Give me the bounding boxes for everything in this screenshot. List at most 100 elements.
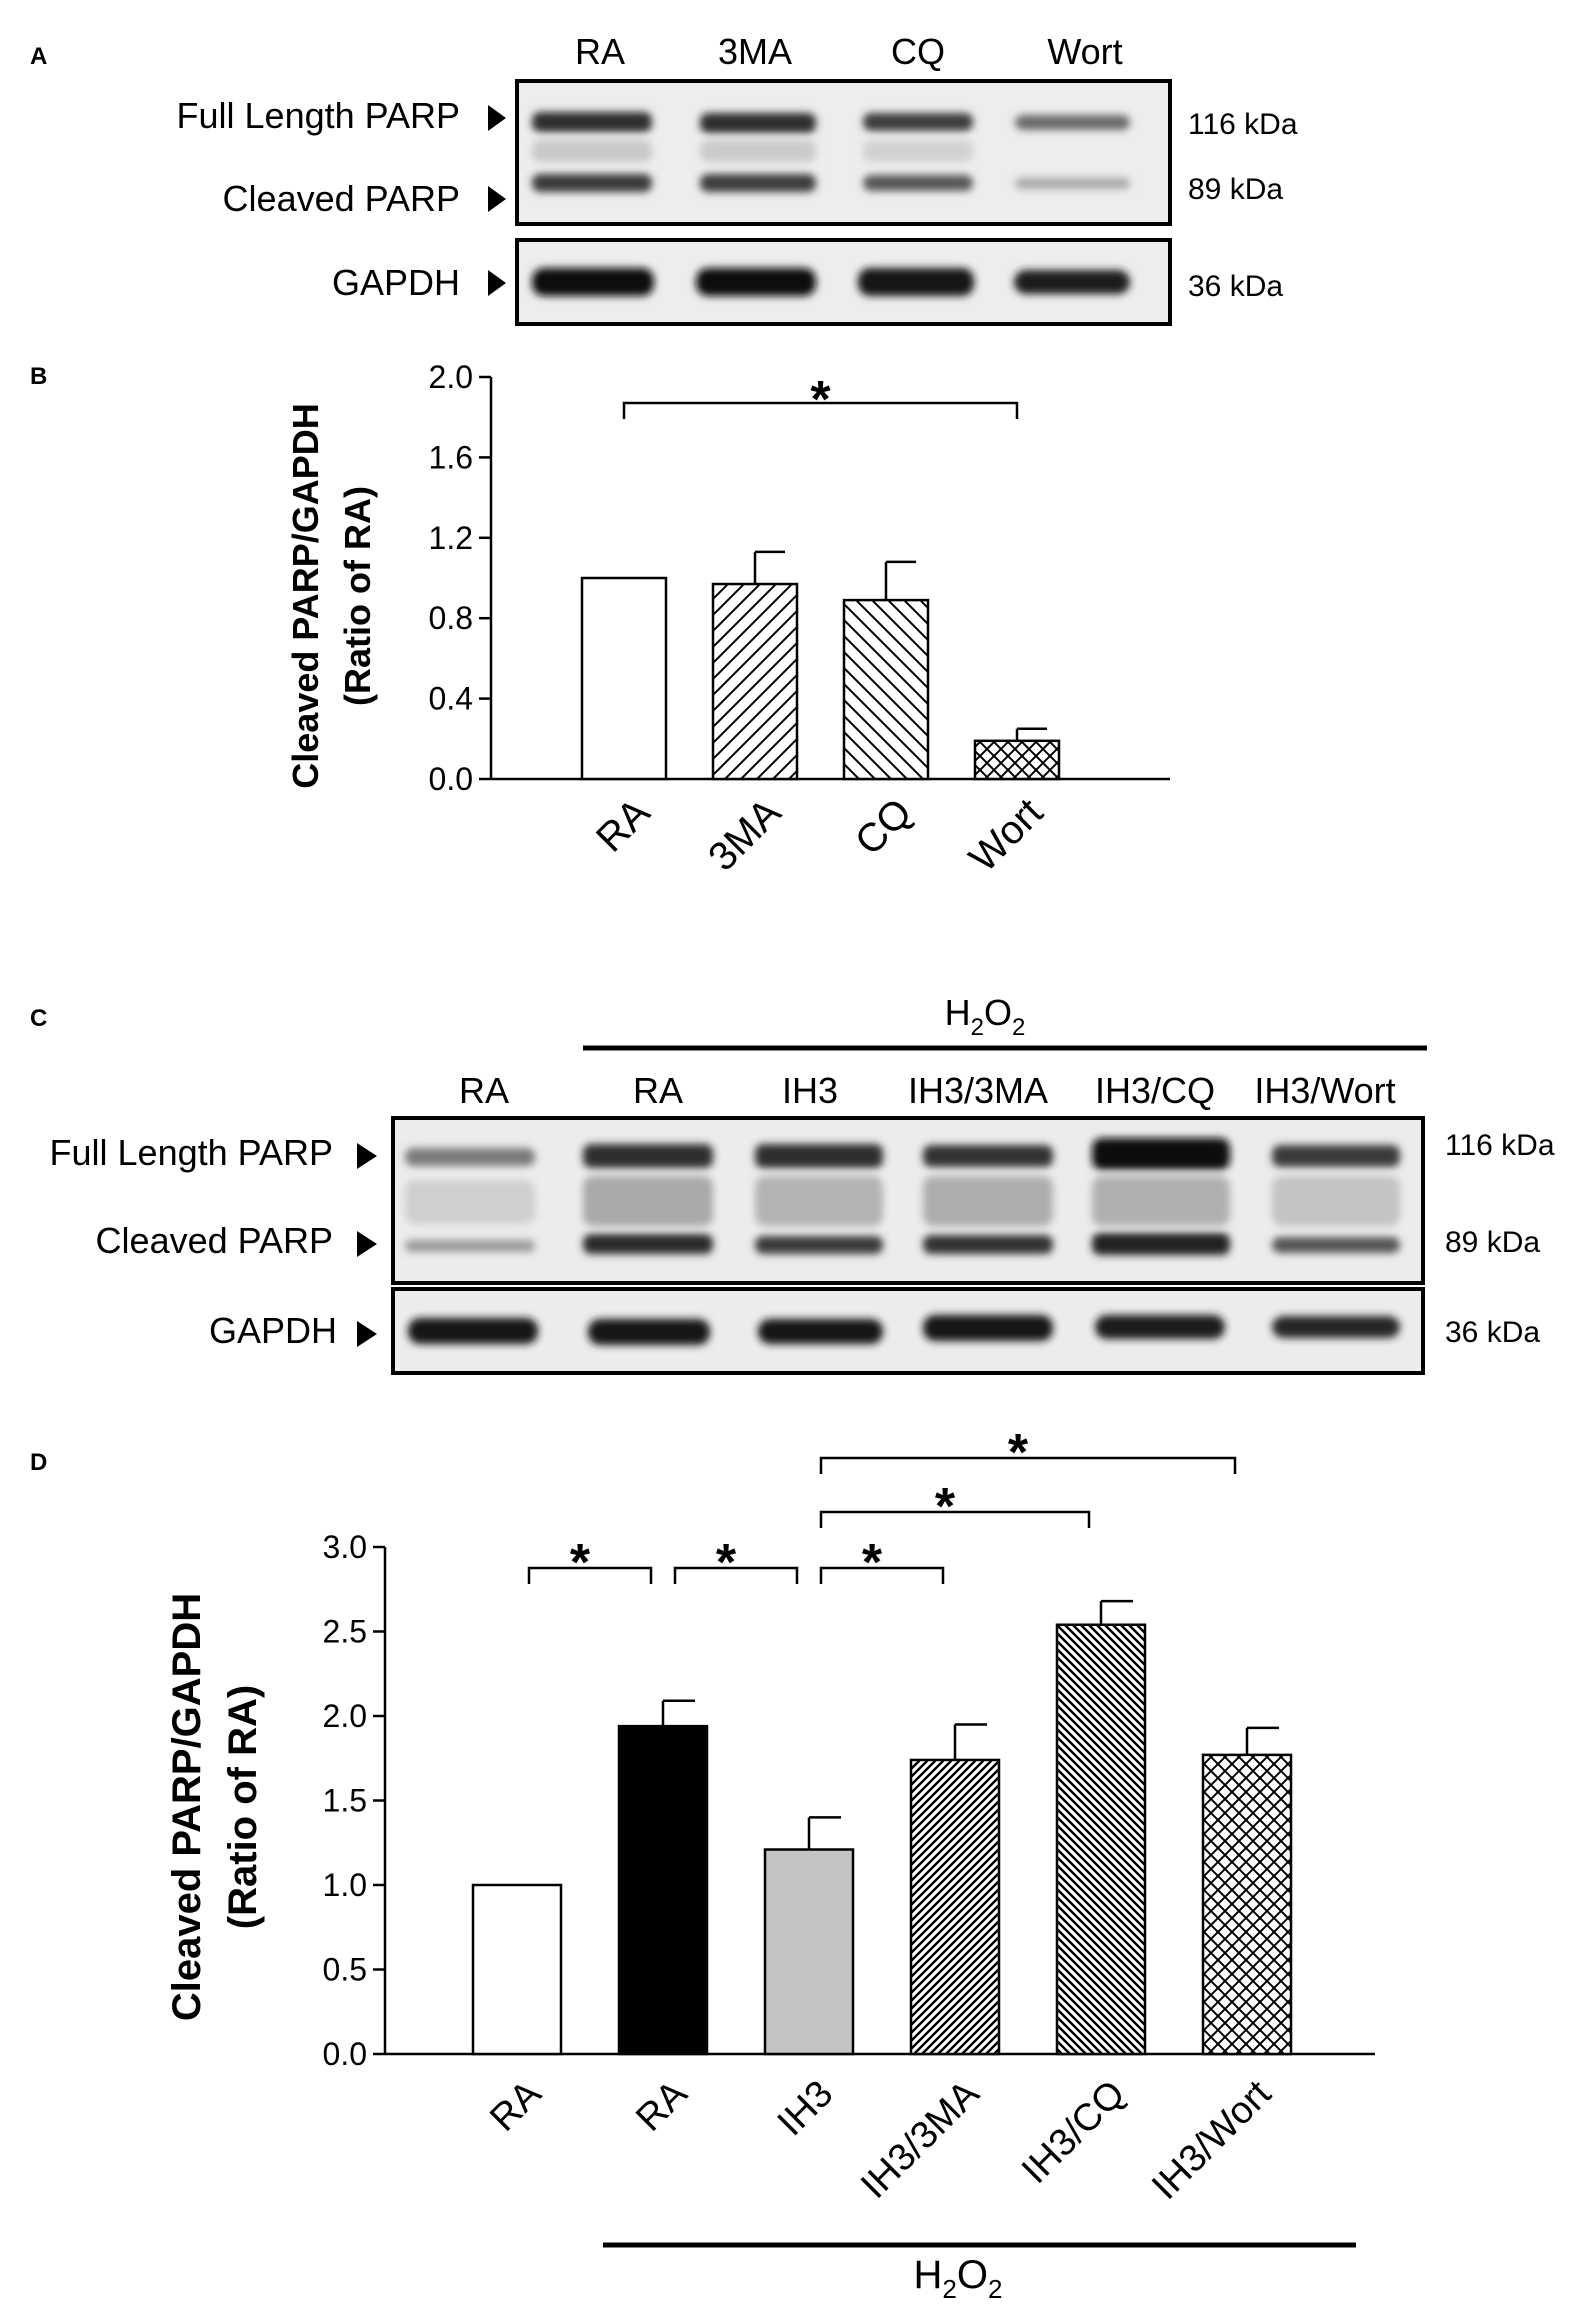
band-arrow: [357, 1321, 377, 1347]
band-label: Full Length PARP: [50, 1132, 333, 1173]
treatment-label: H2O2: [945, 992, 1026, 1041]
significance-star: *: [935, 1478, 956, 1536]
blot-image: [391, 1116, 1425, 1375]
bar: [580, 576, 668, 781]
size-label: 89 kDa: [1188, 173, 1283, 206]
treatment-letter: H: [914, 2253, 943, 2297]
significance-bracket: [819, 1566, 945, 1584]
size-label: 36 kDa: [1188, 270, 1283, 303]
y-tick-label: 1.0: [323, 1867, 367, 1903]
bar: [1201, 1753, 1293, 2056]
lane-label: 3MA: [718, 31, 792, 72]
x-tick-label: RA: [588, 790, 659, 861]
significance-bracket: [527, 1566, 653, 1584]
x-tick-label: CQ: [847, 790, 921, 864]
band-label: GAPDH: [209, 1310, 337, 1351]
bar: [763, 1848, 855, 2056]
significance-bracket: [819, 1456, 1237, 1474]
y-tick-label: 3.0: [323, 1529, 367, 1565]
significance-star: *: [810, 371, 831, 429]
significance-bracket: [673, 1566, 799, 1584]
band-label: Cleaved PARP: [223, 178, 460, 219]
y-axis-label: (Ratio of RA): [221, 1685, 265, 1929]
y-tick-label: 0.0: [323, 2036, 367, 2072]
lane-label: RA: [633, 1070, 683, 1111]
significance-star: *: [716, 1534, 737, 1592]
lane-label: CQ: [891, 31, 945, 72]
bar: [617, 1724, 709, 2056]
lane-label: RA: [575, 31, 625, 72]
bar: [1055, 1623, 1147, 2056]
lane-label: IH3/Wort: [1254, 1070, 1395, 1111]
bar: [471, 1883, 563, 2056]
bar: [973, 739, 1061, 781]
size-label: 116 kDa: [1445, 1129, 1555, 1162]
x-tick-label: 3MA: [700, 790, 789, 879]
x-tick-label: IH3/Wort: [1144, 2072, 1280, 2208]
band-label: Cleaved PARP: [96, 1220, 333, 1261]
lane-label: IH3/CQ: [1095, 1070, 1215, 1111]
band-arrow: [357, 1143, 377, 1169]
band-arrow: [488, 186, 506, 212]
lane-label: IH3: [782, 1070, 838, 1111]
x-tick-label: IH3/CQ: [1014, 2073, 1133, 2192]
treatment-o: O: [984, 992, 1012, 1033]
band-label: Full Length PARP: [177, 95, 460, 136]
lane-label: Wort: [1047, 31, 1122, 72]
size-label: 36 kDa: [1445, 1316, 1540, 1349]
panel-label-b: B: [30, 363, 47, 390]
x-tick-label: Wort: [961, 790, 1051, 880]
panel-c: C H2O2 RA RA IH3 IH3/3MA IH3/CQ IH3/Wort…: [30, 992, 1555, 1375]
treatment-h: H: [945, 992, 971, 1033]
y-tick-label: 1.2: [429, 520, 473, 556]
chart-d: 0.0 0.5 1.0 1.5 2.0 2.5 3.0 RA RA IH3 IH3/3MA IH3/C…: [323, 1424, 1375, 2304]
y-tick-label: 1.5: [323, 1783, 367, 1819]
significance-bracket: [819, 1510, 1091, 1528]
treatment-sub: 2: [988, 2274, 1002, 2304]
x-tick-label: IH3/3MA: [853, 2072, 988, 2207]
y-tick-label: 2.0: [429, 359, 473, 395]
significance-star: *: [862, 1534, 883, 1592]
panel-label-c: C: [30, 1005, 47, 1032]
bar: [909, 1758, 1001, 2056]
treatment-sub: 2: [942, 2274, 956, 2304]
band-arrow: [488, 105, 506, 131]
blot-image: [515, 79, 1172, 326]
treatment-sub: 2: [1012, 1014, 1025, 1041]
panel-b: B Cleaved PARP/GAPDH (Ratio of RA) 0.00.…: [30, 359, 1170, 881]
x-tick-label: IH3: [770, 2073, 842, 2145]
y-tick-label: 0.4: [429, 681, 473, 717]
x-tick-label: RA: [628, 2072, 695, 2139]
band-arrow: [488, 270, 506, 296]
band-label: GAPDH: [332, 262, 460, 303]
y-tick-label: 0.5: [323, 1952, 367, 1988]
size-label: 116 kDa: [1188, 108, 1298, 141]
bar: [842, 598, 930, 781]
panel-label-d: D: [30, 1449, 47, 1476]
band-arrow: [357, 1231, 377, 1257]
panel-d: D Cleaved PARP/GAPDH (Ratio of RA) 0.00.…: [30, 1424, 1375, 2304]
significance-star: *: [1008, 1424, 1029, 1482]
significance-bracket: [622, 401, 1019, 419]
chart-b: 0.0 0.4 0.8 1.2 1.6 2.0 RA 3MA CQ Wort *: [429, 359, 1170, 881]
treatment-letter: O: [957, 2253, 988, 2297]
lane-label: RA: [459, 1070, 509, 1111]
y-axis-label: Cleaved PARP/GAPDH: [165, 1593, 209, 2021]
y-tick-label: 1.6: [429, 439, 473, 475]
panel-a: A RA 3MA CQ Wort Full Length PARP Cleave…: [30, 31, 1298, 326]
size-label: 89 kDa: [1445, 1226, 1540, 1259]
y-axis-label: Cleaved PARP/GAPDH: [285, 403, 326, 788]
y-axis-label: (Ratio of RA): [337, 486, 378, 706]
significance-star: *: [570, 1534, 591, 1592]
panel-label-a: A: [30, 43, 47, 70]
y-tick-label: 2.0: [323, 1698, 367, 1734]
y-tick-label: 0.8: [429, 600, 473, 636]
treatment-sub: 2: [971, 1014, 984, 1041]
bar: [711, 582, 799, 781]
y-tick-label: 0.0: [429, 761, 473, 797]
y-tick-label: 2.5: [323, 1614, 367, 1650]
lane-label: IH3/3MA: [908, 1070, 1048, 1111]
x-tick-label: RA: [482, 2072, 549, 2139]
treatment-label: H2O2: [914, 2253, 1003, 2304]
